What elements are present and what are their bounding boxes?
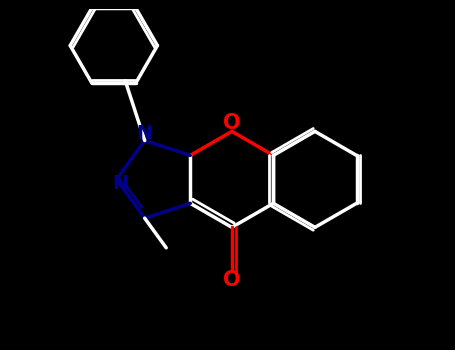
Text: O: O bbox=[223, 113, 241, 133]
Text: N: N bbox=[136, 124, 153, 143]
Text: O: O bbox=[223, 270, 241, 290]
Text: N: N bbox=[113, 174, 129, 193]
